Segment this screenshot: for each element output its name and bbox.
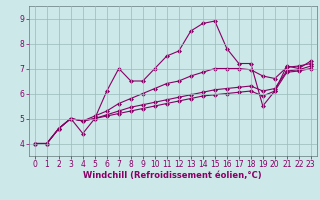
X-axis label: Windchill (Refroidissement éolien,°C): Windchill (Refroidissement éolien,°C): [84, 171, 262, 180]
